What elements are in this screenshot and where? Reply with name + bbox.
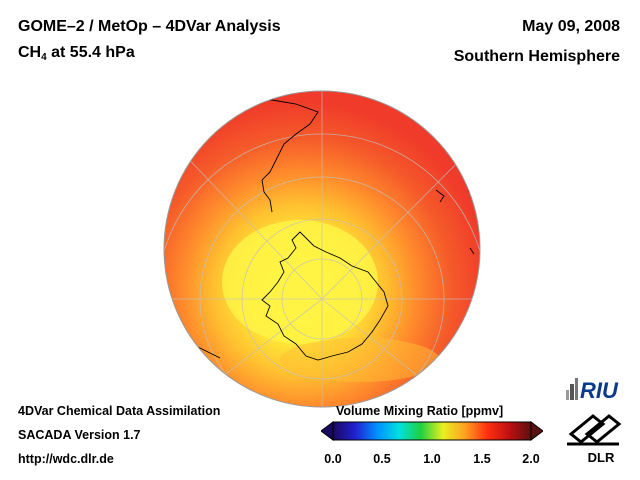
species-subscript: 4 xyxy=(41,52,47,63)
colorbar-title: Volume Mixing Ratio [ppmv] xyxy=(336,404,504,418)
antarctica-coastline xyxy=(261,231,389,361)
colorbar-tick-2: 1.0 xyxy=(423,452,441,466)
colorbar-tick-4: 2.0 xyxy=(522,452,540,466)
globe-outline xyxy=(163,90,481,408)
species-label: CH4 at 55.4 hPa xyxy=(18,44,135,63)
riu-logo-text: RIU xyxy=(580,378,619,403)
footer-line3: http://wdc.dlr.de xyxy=(18,452,114,466)
title: GOME–2 / MetOp – 4DVar Analysis xyxy=(18,18,281,35)
riu-logo: RIU xyxy=(566,378,619,403)
colorbar-tick-1: 0.5 xyxy=(373,452,391,466)
dlr-logo: DLR xyxy=(567,414,622,465)
colorbar-tick-0: 0.0 xyxy=(324,452,342,466)
date-label: May 09, 2008 xyxy=(522,18,620,35)
colorbar xyxy=(321,421,543,441)
dlr-logo-text: DLR xyxy=(588,450,615,465)
species-suffix: at 55.4 hPa xyxy=(46,44,135,61)
colorbar-gradient xyxy=(332,421,532,441)
footer-line1: 4DVar Chemical Data Assimilation xyxy=(18,404,221,418)
region-label: Southern Hemisphere xyxy=(453,48,620,65)
species-prefix: CH xyxy=(18,44,42,61)
colorbar-tick-3: 1.5 xyxy=(473,452,491,466)
colorbar-right-arrow xyxy=(530,421,543,441)
colorbar-left-arrow xyxy=(321,421,334,441)
footer-line2: SACADA Version 1.7 xyxy=(18,428,141,442)
